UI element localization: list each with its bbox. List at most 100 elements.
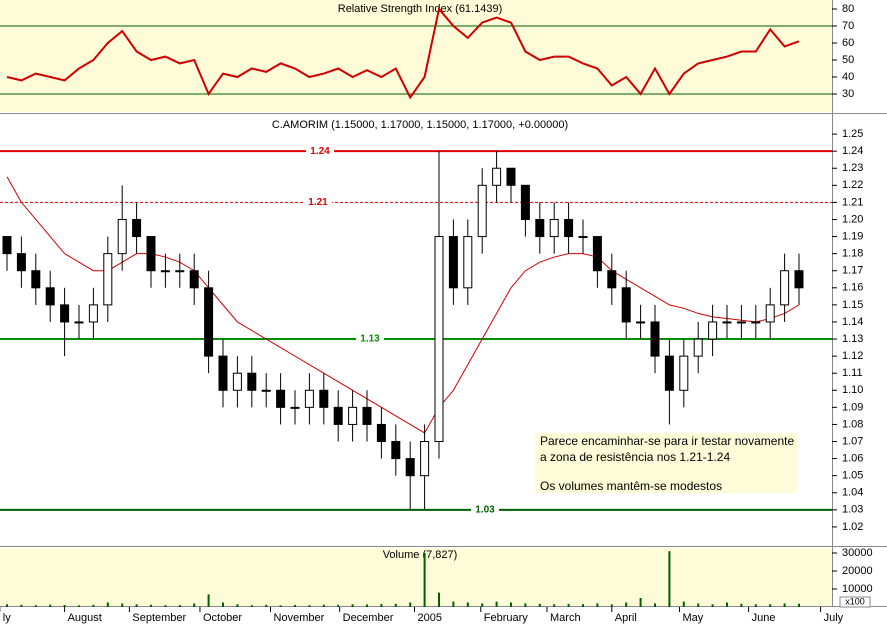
volume-bar <box>553 604 556 607</box>
y-tick-label: 1.13 <box>842 333 863 345</box>
volume-bar <box>423 553 426 607</box>
candle-body <box>376 423 386 443</box>
y-tick-label: 1.16 <box>842 282 863 294</box>
y-tick-label: 1.23 <box>842 162 863 174</box>
annotation: a zona de resistência nos 1.21-1.24 <box>540 450 730 464</box>
candle-body <box>607 270 617 289</box>
volume-bar <box>495 601 498 607</box>
y-tick-label: 1.18 <box>842 248 863 260</box>
volume-bar <box>322 604 325 607</box>
volume-bar <box>711 604 714 607</box>
y-tick-label: 1.04 <box>842 487 863 499</box>
moving-average <box>6 176 800 434</box>
volume-bar <box>135 604 138 607</box>
y-tick-label: 40 <box>842 71 854 83</box>
candle-body <box>232 372 242 391</box>
x-tick-label: ly <box>3 612 11 624</box>
y-tick-label: 1.14 <box>842 316 863 328</box>
candle-body <box>103 253 113 306</box>
volume-bar <box>279 605 282 607</box>
volume-bar <box>294 605 296 607</box>
volume-title: Volume (7,827) <box>383 549 458 561</box>
x-tick-label: July <box>824 612 844 624</box>
volume-bar <box>193 603 196 607</box>
annotation: Parece encaminhar-se para ir testar nova… <box>540 434 794 448</box>
candle-body <box>2 236 12 255</box>
volume-bar <box>78 605 80 607</box>
volume-bar <box>452 601 455 607</box>
volume-bar <box>726 602 728 607</box>
candle-body <box>592 236 602 272</box>
volume-bar <box>92 604 95 607</box>
volume-bar <box>697 603 700 607</box>
level-label-bg <box>471 503 499 516</box>
y-tick-label: 10000 <box>842 583 873 595</box>
candle-body <box>88 304 98 323</box>
y-tick-label: 60 <box>842 37 854 49</box>
x-tick-label: May <box>682 612 703 624</box>
rsi-title: Relative Strength Index (61.1439) <box>338 3 503 15</box>
candle-body <box>189 270 199 289</box>
candle-body <box>520 184 530 220</box>
y-tick-label: 1.09 <box>842 401 863 413</box>
volume-bar <box>394 603 397 607</box>
candle-body <box>708 321 718 340</box>
volume-bar <box>20 604 23 607</box>
volume-bar <box>481 603 484 607</box>
candle-body <box>564 218 574 238</box>
candle-body <box>621 287 631 323</box>
y-tick-label: 1.22 <box>842 179 863 191</box>
x-tick-label: June <box>752 612 776 624</box>
y-tick-label: 1.08 <box>842 418 863 430</box>
candle-body <box>736 321 746 324</box>
y-tick-label: 1.03 <box>842 504 863 516</box>
y-tick-label: 1.15 <box>842 299 863 311</box>
unit-box <box>839 596 871 608</box>
volume-bar <box>610 604 613 607</box>
annotation-box <box>535 433 797 493</box>
candle-body <box>218 355 228 391</box>
candle-body <box>405 458 415 477</box>
x-tick-label: December <box>343 612 394 624</box>
volume-bar <box>250 605 253 607</box>
y-tick-label: 1.02 <box>842 521 863 533</box>
candle-body <box>420 441 430 477</box>
candle-body <box>362 406 372 425</box>
volume-bar <box>798 603 800 607</box>
candle-body <box>794 270 804 289</box>
candle-body <box>679 355 689 391</box>
volume-bar <box>625 602 628 607</box>
rsi-panel <box>0 0 832 112</box>
volume-bar <box>34 605 37 607</box>
y-tick-label: 1.21 <box>842 196 863 208</box>
candle-body <box>261 389 271 392</box>
x-tick-label: August <box>68 612 102 624</box>
candle-body <box>693 338 703 357</box>
candle-body <box>650 321 660 357</box>
volume-bar <box>510 602 512 607</box>
x-tick-label: April <box>615 612 637 624</box>
volume-bar <box>6 604 8 607</box>
volume-bar <box>63 605 66 607</box>
x-tick-label: September <box>132 612 186 624</box>
volume-bar <box>222 602 224 607</box>
candle-body <box>60 304 70 323</box>
candle-body <box>117 218 127 255</box>
candle-body <box>276 389 286 408</box>
candle-body <box>348 406 358 425</box>
volume-bar <box>538 603 541 607</box>
candle-body <box>535 218 545 238</box>
unit-label: x100 <box>845 596 865 606</box>
candle-body <box>160 270 170 273</box>
candle-body <box>31 270 41 289</box>
candle-body <box>146 236 156 272</box>
volume-bar <box>409 602 412 607</box>
volume-bar <box>150 604 152 607</box>
volume-bar <box>754 604 757 607</box>
level-label-bg <box>306 145 334 158</box>
level-label: 1.21 <box>308 197 328 208</box>
candle-body <box>247 372 257 391</box>
rsi-line <box>6 6 800 100</box>
candle-body <box>664 355 674 391</box>
candle-body <box>448 236 458 289</box>
